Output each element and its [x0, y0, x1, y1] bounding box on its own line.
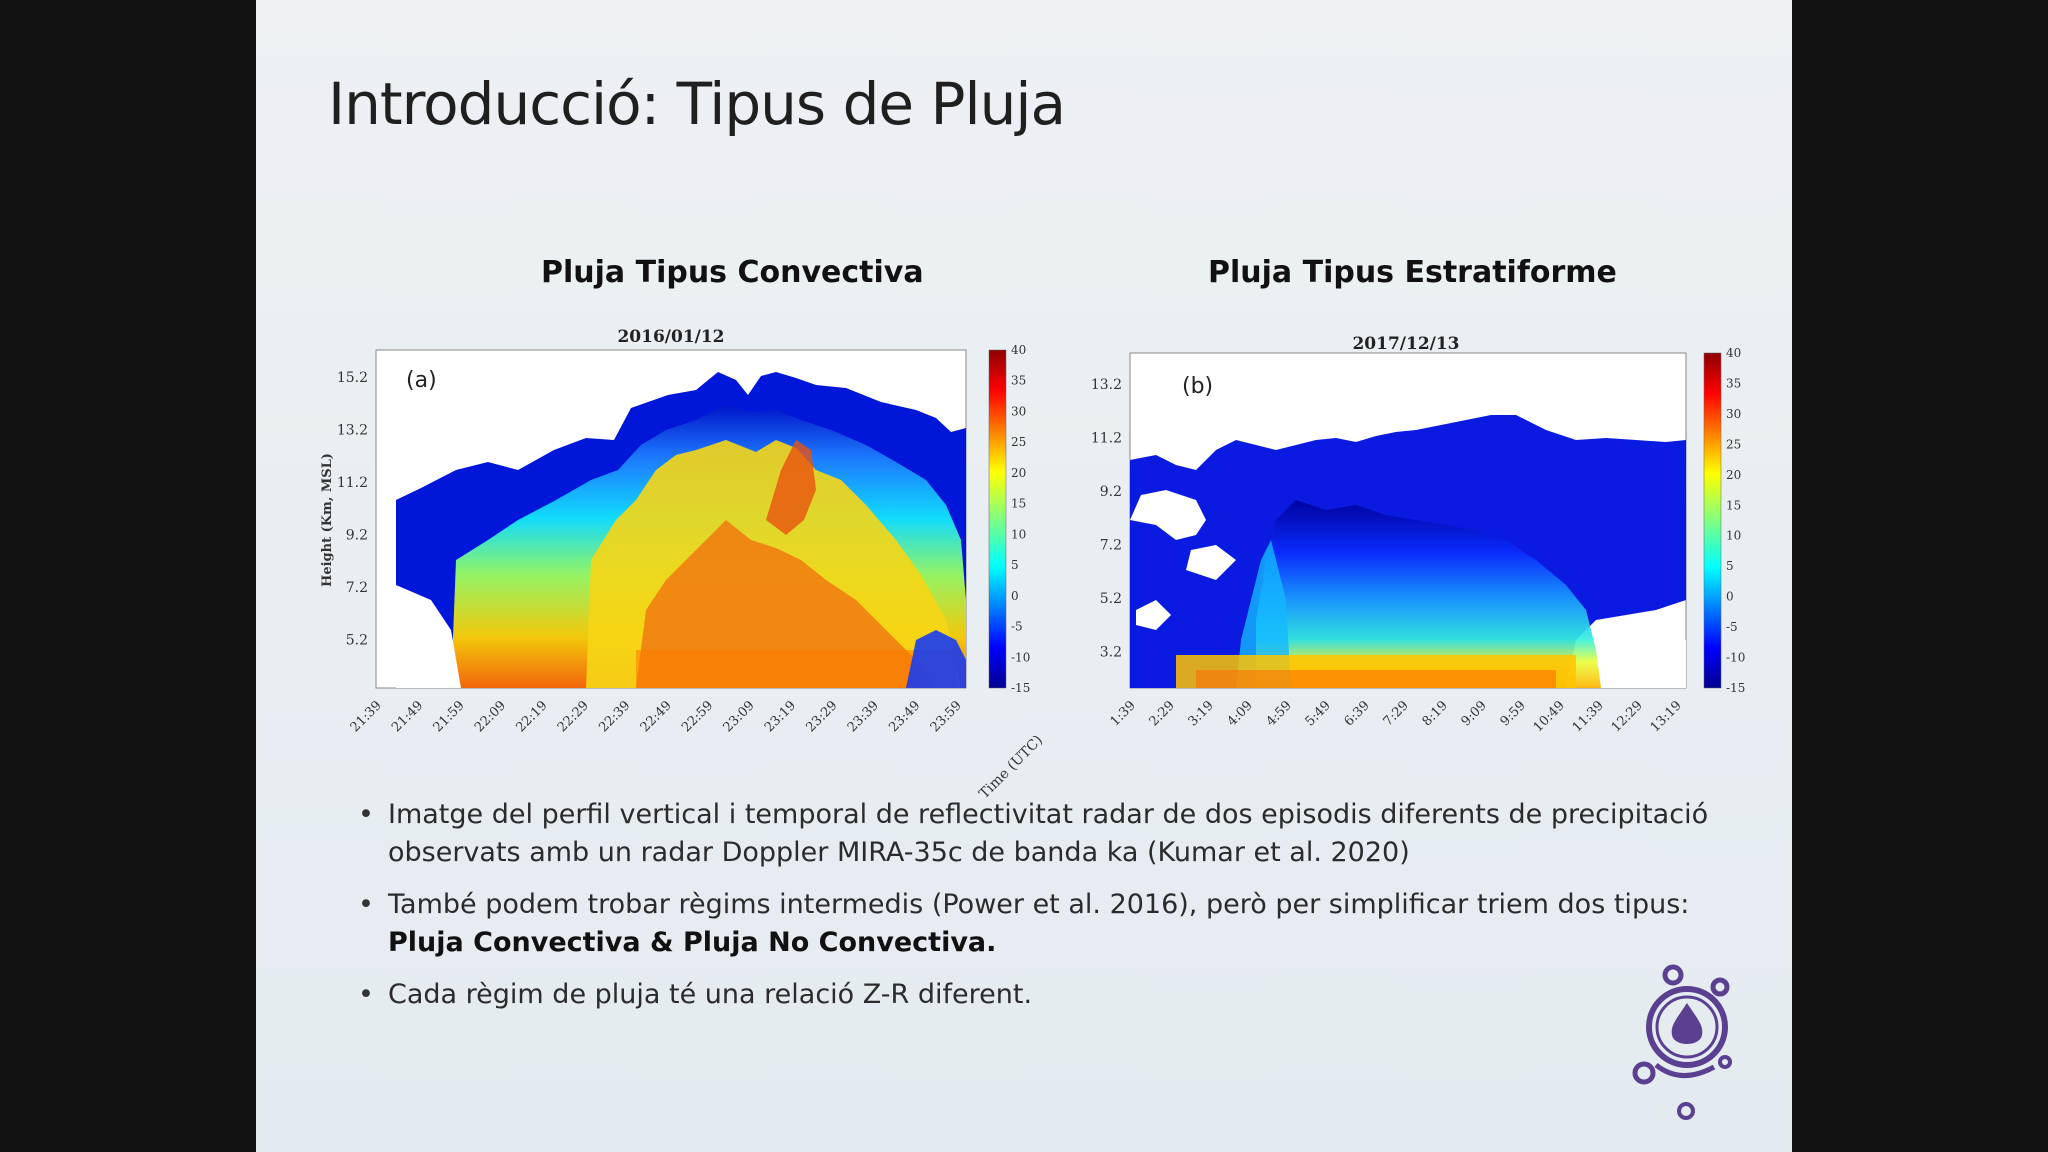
x-tick-label: 21:39 — [348, 698, 385, 735]
colorbar-tick-label: 20 — [1011, 466, 1026, 480]
colorbar-tick-label: 35 — [1726, 376, 1741, 390]
radar-reflectivity-charts: 2016/01/12 (a) Height (Km, MSL) Time (UT… — [320, 327, 1746, 800]
bullet-text: Cada règim de pluja té una relació Z-R d… — [388, 979, 1033, 1010]
chart-b: 2017/12/13 (b) 13.2 11.2 9.2 7.2 5.2 3.2 1:39… — [1091, 334, 1746, 735]
x-tick-label: 23:59 — [928, 698, 965, 735]
colorbar-tick-label: 15 — [1726, 498, 1741, 512]
y-tick-label: 11.2 — [1091, 431, 1122, 447]
x-tick-label: 22:39 — [596, 698, 633, 735]
y-tick-label: 9.2 — [346, 528, 368, 544]
x-tick-label: 3:19 — [1186, 698, 1217, 729]
chart-b-panel-label: (b) — [1182, 374, 1213, 399]
x-tick-label: 10:49 — [1531, 698, 1568, 735]
bullet-item: Cada règim de pluja té una relació Z-R d… — [356, 976, 1736, 1014]
colorbar-tick-label: 30 — [1011, 404, 1026, 418]
colorbar-tick-label: 25 — [1011, 435, 1026, 449]
chart-b-colorbar — [1703, 352, 1722, 689]
x-tick-label: 23:49 — [886, 698, 923, 735]
bullet-item: Imatge del perfil vertical i temporal de… — [356, 796, 1736, 872]
x-tick-label: 2:29 — [1147, 698, 1178, 729]
y-tick-label: 3.2 — [1100, 645, 1122, 661]
colorbar-tick-label: 10 — [1011, 527, 1026, 541]
x-tick-label: 22:29 — [555, 698, 592, 735]
y-tick-label: 15.2 — [337, 370, 368, 386]
y-tick-label: 11.2 — [337, 475, 368, 491]
colorbar-tick-label: 35 — [1011, 374, 1026, 388]
x-tick-label: 8:19 — [1420, 698, 1451, 729]
colorbar-tick-label: -10 — [1011, 650, 1030, 664]
x-tick-label: 21:49 — [389, 698, 426, 735]
x-tick-label: 11:39 — [1570, 698, 1607, 735]
colorbar-tick-label: -15 — [1011, 681, 1030, 695]
x-tick-label: 22:09 — [472, 698, 509, 735]
y-tick-label: 5.2 — [1100, 591, 1122, 607]
y-tick-label: 5.2 — [346, 633, 368, 649]
x-tick-label: 9:59 — [1498, 698, 1529, 729]
chart-a-date: 2016/01/12 — [617, 327, 724, 347]
heading-convective: Pluja Tipus Convectiva — [541, 255, 924, 290]
x-tick-label: 1:39 — [1108, 698, 1139, 729]
raindrop-circle-logo-icon — [1632, 964, 1732, 1120]
x-tick-label: 5:49 — [1303, 698, 1334, 729]
y-tick-label: 7.2 — [346, 580, 368, 596]
bullet-item: També podem trobar règims intermedis (Po… — [356, 886, 1736, 962]
x-tick-label: 13:19 — [1648, 698, 1685, 735]
heading-stratiform: Pluja Tipus Estratiforme — [1208, 255, 1617, 290]
x-tick-label: 23:19 — [762, 698, 799, 735]
chart-a-echo — [396, 372, 966, 688]
colorbar-tick-label: -5 — [1726, 620, 1738, 634]
colorbar-tick-label: -5 — [1011, 620, 1023, 634]
colorbar-tick-label: 25 — [1726, 437, 1741, 451]
bullet-text: Imatge del perfil vertical i temporal de… — [388, 799, 1709, 868]
chart-a-panel-label: (a) — [406, 368, 437, 393]
x-tick-label: 22:59 — [679, 698, 716, 735]
x-tick-label: 6:39 — [1342, 698, 1373, 729]
chart-b-date: 2017/12/13 — [1352, 334, 1459, 354]
x-tick-label: 4:59 — [1264, 698, 1295, 729]
chart-b-echo — [1130, 415, 1686, 688]
chart-a-ylabel: Height (Km, MSL) — [320, 453, 335, 587]
y-tick-label: 13.2 — [337, 423, 368, 439]
x-tick-label: 22:49 — [638, 698, 675, 735]
x-tick-label: 12:29 — [1609, 698, 1646, 735]
x-tick-label: 23:39 — [845, 698, 882, 735]
colorbar-tick-label: 10 — [1726, 529, 1741, 543]
slide-title: Introducció: Tipus de Pluja — [328, 70, 1066, 138]
slide: Introducció: Tipus de Pluja Pluja Tipus … — [256, 0, 1792, 1152]
y-tick-label: 9.2 — [1100, 484, 1122, 500]
bullet-text: També podem trobar règims intermedis (Po… — [388, 889, 1690, 920]
colorbar-tick-label: -15 — [1726, 681, 1745, 695]
bullet-list: Imatge del perfil vertical i temporal de… — [356, 796, 1736, 1028]
colorbar-tick-label: 20 — [1726, 468, 1741, 482]
chart-a-xlabel: Time (UTC) — [976, 732, 1046, 800]
x-tick-label: 22:19 — [513, 698, 550, 735]
colorbar-tick-label: 0 — [1726, 590, 1734, 604]
bullet-bold-text: Pluja Convectiva & Pluja No Convectiva. — [388, 927, 997, 958]
colorbar-tick-label: 15 — [1011, 497, 1026, 511]
chart-a: 2016/01/12 (a) Height (Km, MSL) Time (UT… — [320, 327, 1046, 800]
colorbar-tick-label: 30 — [1726, 407, 1741, 421]
colorbar-tick-label: 5 — [1726, 559, 1734, 573]
x-tick-label: 23:29 — [803, 698, 840, 735]
x-tick-label: 9:09 — [1459, 698, 1490, 729]
colorbar-tick-label: 40 — [1011, 343, 1026, 357]
chart-a-colorbar — [988, 349, 1007, 689]
colorbar-tick-label: 40 — [1726, 346, 1741, 360]
y-tick-label: 7.2 — [1100, 538, 1122, 554]
x-tick-label: 7:29 — [1381, 698, 1412, 729]
x-tick-label: 23:09 — [721, 698, 758, 735]
x-tick-label: 4:09 — [1225, 698, 1256, 729]
colorbar-tick-label: 0 — [1011, 589, 1019, 603]
x-tick-label: 21:59 — [431, 698, 468, 735]
colorbar-tick-label: -10 — [1726, 651, 1745, 665]
y-tick-label: 13.2 — [1091, 377, 1122, 393]
colorbar-tick-label: 5 — [1011, 558, 1019, 572]
